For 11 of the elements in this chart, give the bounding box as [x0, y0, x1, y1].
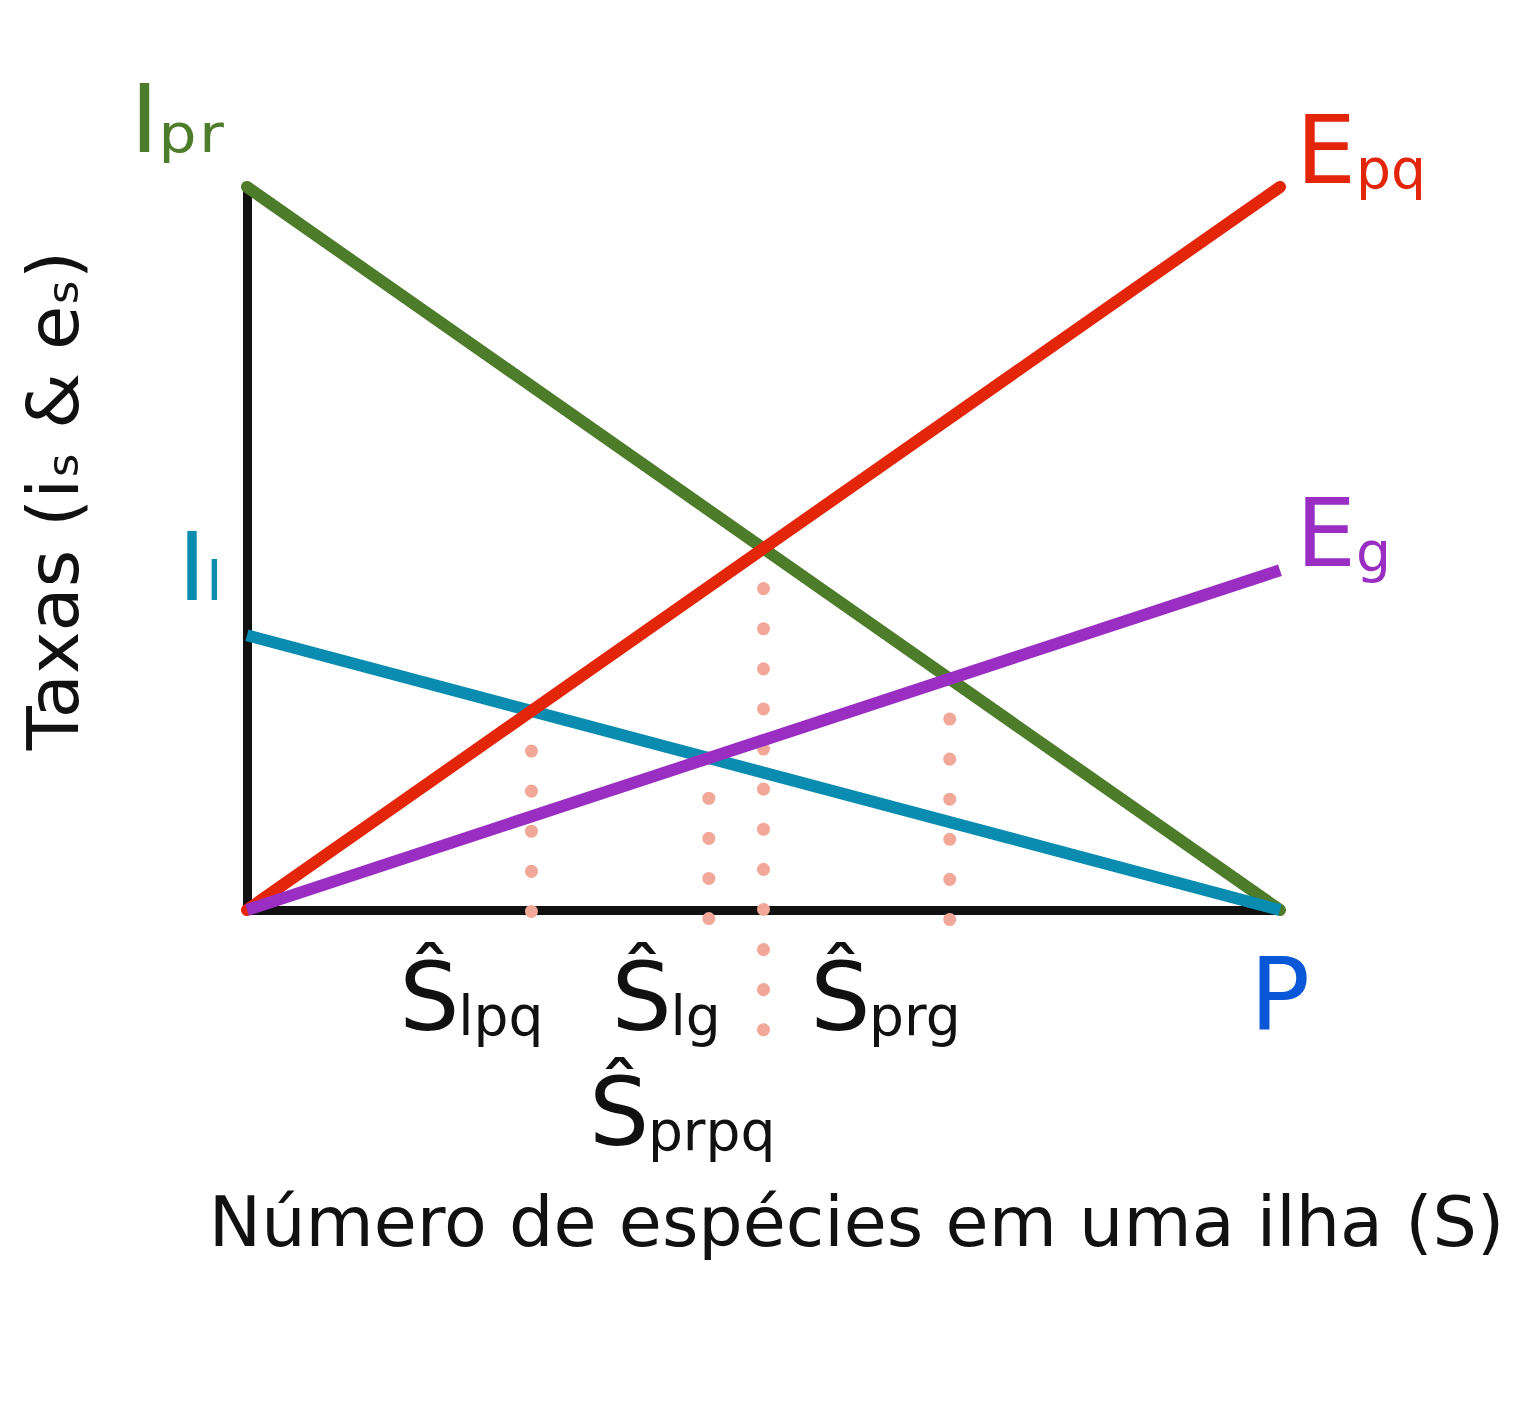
- text: Ŝprg: [810, 942, 961, 1052]
- y-axis-title: Taxas (iₛ & eₛ): [10, 250, 95, 752]
- text: P: [1249, 935, 1311, 1053]
- series-label: Iₚᵣ: [130, 64, 225, 174]
- text: Ŝlg: [611, 942, 721, 1052]
- series-label: Epq: [1296, 95, 1426, 205]
- series-label: Eg: [1296, 478, 1392, 589]
- text: Ŝlpq: [399, 942, 544, 1052]
- x-axis-title: Número de espécies em uma ilha (S): [208, 1180, 1505, 1263]
- text: Ŝprpq: [588, 1057, 776, 1167]
- series-label: Iₗ: [177, 512, 222, 623]
